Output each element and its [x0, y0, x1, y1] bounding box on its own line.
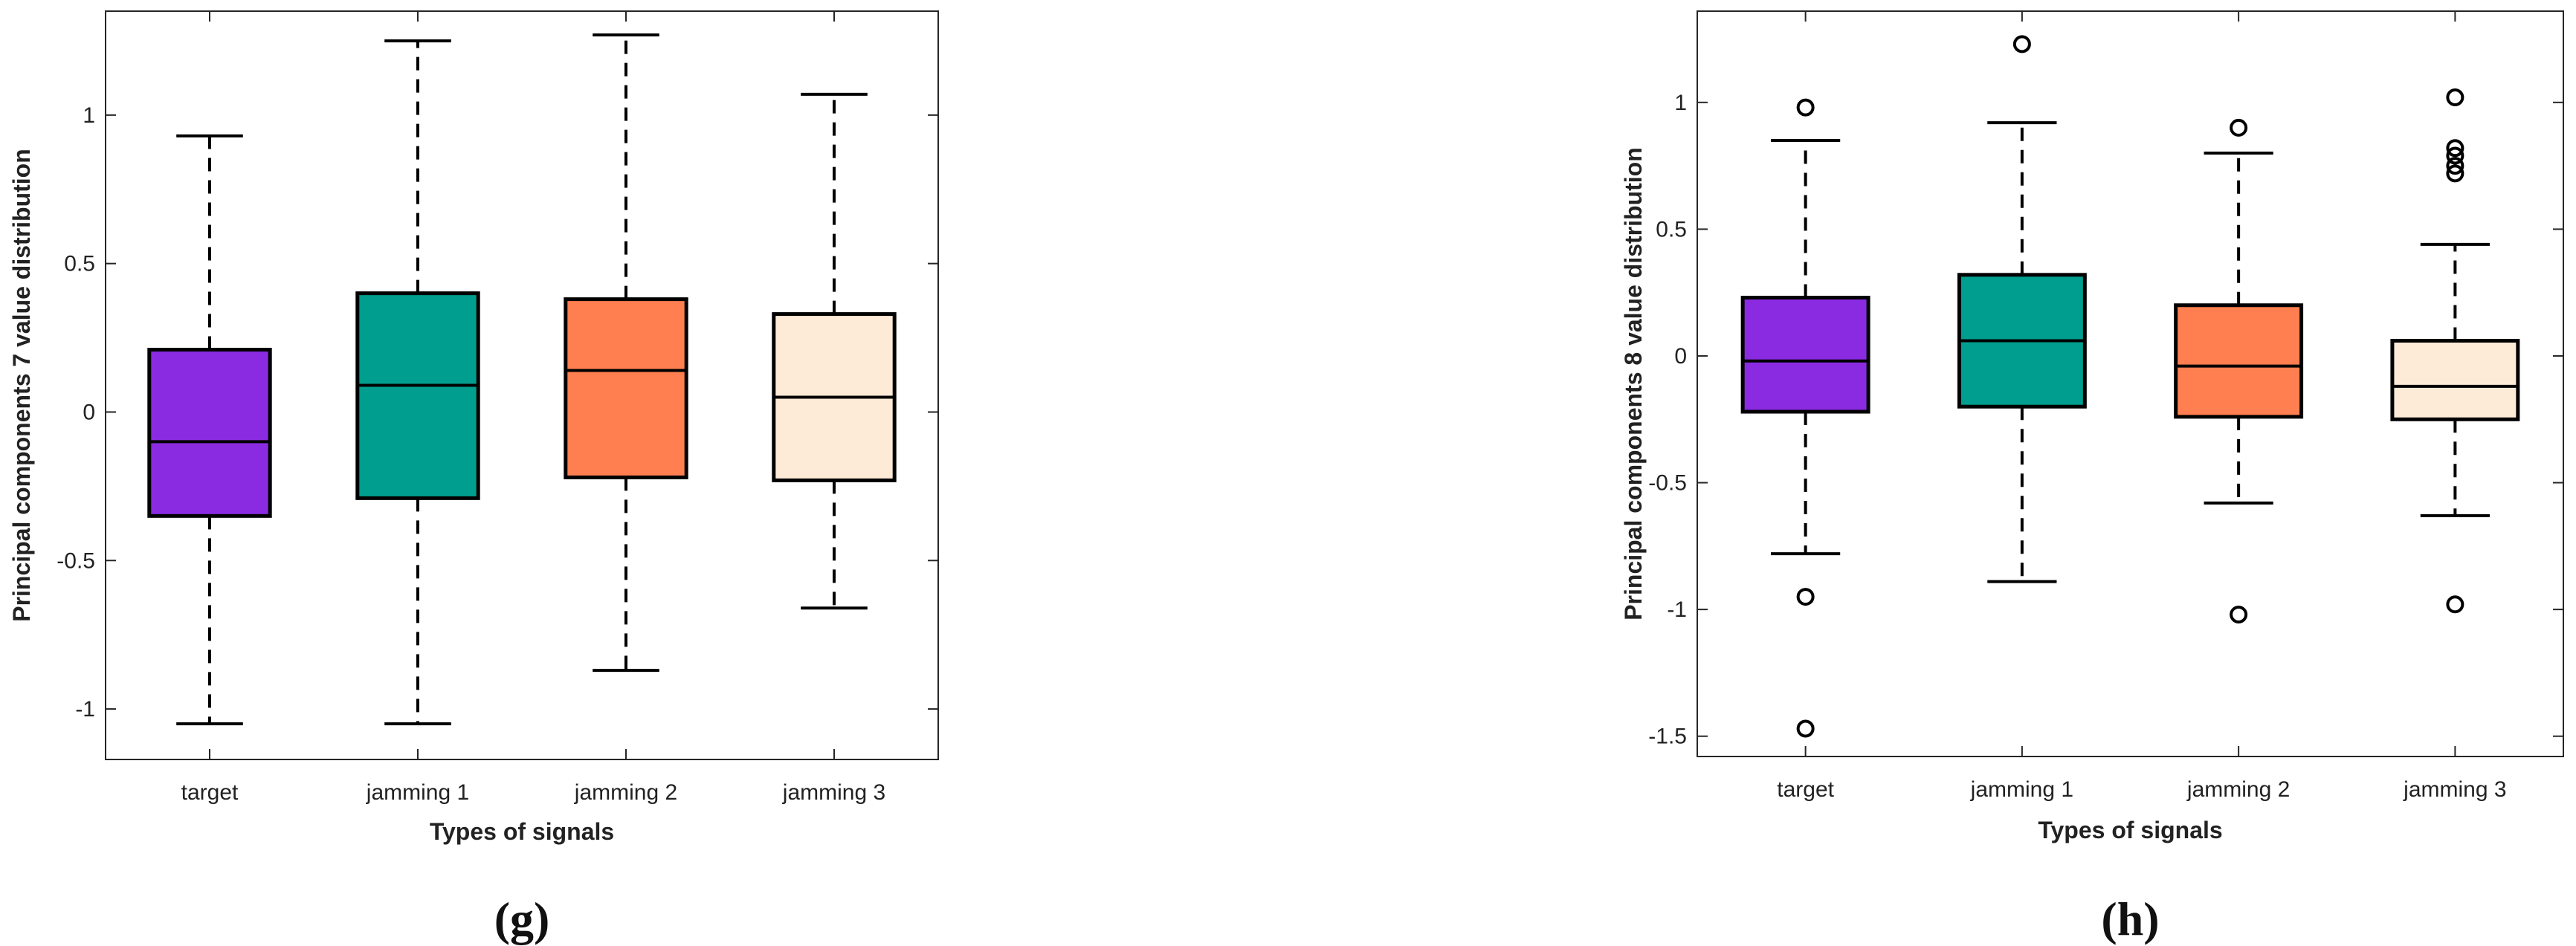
box-jamming-2: [564, 297, 688, 479]
x-tick-label: jamming 1: [366, 780, 469, 805]
plot-frame: [105, 10, 939, 760]
y-tick-label: -0.5: [57, 548, 95, 573]
outlier-point: [1796, 719, 1815, 738]
chart-panel-h: -1.5 -1 -0.5 0 0.5 1 target jamming 1 jamming 2 j…: [1620, 10, 2564, 945]
outlier-point: [2012, 35, 2031, 54]
outlier-point: [2230, 118, 2248, 137]
y-tick-label: -1: [75, 697, 95, 722]
chart-panel-g: -1 -0.5 0 0.5 1 target jamming 1 jamming 2 jammi…: [8, 10, 939, 945]
outlier-point: [1796, 588, 1815, 606]
x-tick-label: jamming 3: [782, 780, 885, 805]
y-tick-label: 0: [83, 400, 95, 424]
x-tick-label: target: [181, 780, 239, 805]
y-tick-label: 1: [83, 103, 95, 128]
outlier-point: [2446, 595, 2464, 614]
outlier-point: [2446, 164, 2464, 183]
x-axis-title: Types of signals: [2038, 817, 2222, 843]
outlier-point: [2446, 146, 2464, 165]
y-axis-title: Principal components 7 value distributio…: [8, 149, 35, 622]
plot-frame: [1697, 10, 2564, 757]
outlier-point: [2446, 157, 2464, 175]
outlier-point: [2446, 139, 2464, 158]
box-jamming-2: [2174, 303, 2304, 419]
panel-label: (h): [2101, 892, 2159, 945]
x-tick-label: jamming 3: [2403, 777, 2506, 802]
box-target: [147, 348, 272, 518]
y-tick-label: 0: [1674, 344, 1687, 369]
outlier-point: [2230, 605, 2248, 623]
box-jamming-3: [2390, 339, 2520, 421]
y-tick-label: 1: [1674, 91, 1687, 115]
panel-label: (g): [494, 892, 550, 945]
y-tick-label: -1.5: [1648, 725, 1687, 749]
outlier-point: [2446, 88, 2464, 106]
y-tick-label: -0.5: [1648, 471, 1687, 496]
y-tick-label: 0.5: [1656, 217, 1687, 242]
outlier-point: [1796, 98, 1815, 117]
y-tick-label: -1: [1667, 597, 1687, 622]
y-axis-title: Principal components 8 value distributio…: [1620, 147, 1647, 621]
x-tick-label: jamming 2: [2186, 777, 2290, 802]
box-target: [1740, 296, 1870, 414]
box-jamming-1: [355, 291, 480, 500]
y-tick-label: 0.5: [64, 252, 95, 276]
x-tick-label: target: [1777, 777, 1834, 802]
x-tick-label: jamming 2: [574, 780, 677, 805]
x-axis-title: Types of signals: [430, 818, 614, 845]
x-tick-label: jamming 1: [1970, 777, 2073, 802]
